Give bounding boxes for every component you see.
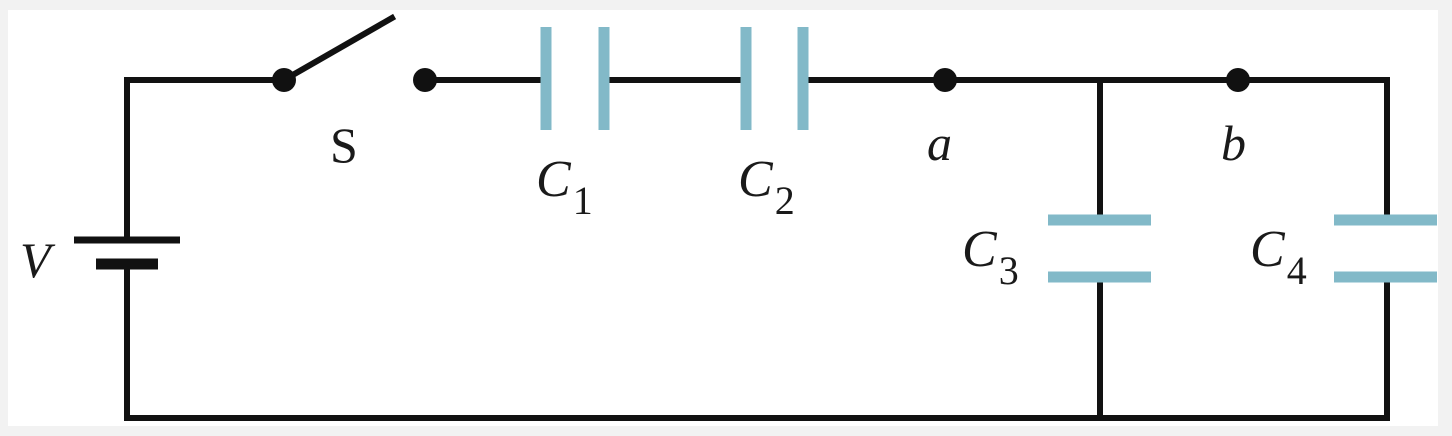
capacitor-label-c2: C2	[738, 151, 795, 223]
c3-symbol: C	[962, 221, 998, 278]
capacitor-label-c1: C1	[536, 151, 593, 223]
switch-contact-right	[413, 68, 437, 92]
capacitor-c4	[1334, 214, 1437, 283]
capacitor-label-c4: C4	[1250, 221, 1307, 293]
c4-symbol: C	[1250, 221, 1286, 278]
battery-symbol	[74, 236, 180, 270]
c1-subscript: 1	[573, 178, 593, 223]
battery-label: V	[20, 232, 56, 288]
node-b-label: b	[1221, 115, 1246, 171]
capacitor-c2	[740, 27, 809, 130]
c2-symbol: C	[738, 151, 774, 208]
capacitor-c1	[540, 27, 610, 130]
switch-label: S	[330, 117, 358, 173]
c1-symbol: C	[536, 151, 572, 208]
c4-subscript: 4	[1287, 248, 1307, 293]
node-b-dot	[1226, 68, 1250, 92]
c3-subscript: 3	[999, 248, 1019, 293]
switch-contact-left	[272, 68, 296, 92]
node-a-label: a	[927, 115, 952, 171]
capacitor-c3	[1048, 214, 1151, 283]
switch-blade	[279, 13, 397, 85]
node-a-dot	[933, 68, 957, 92]
wires	[124, 13, 1390, 421]
capacitor-label-c3: C3	[962, 221, 1019, 293]
c2-subscript: 2	[775, 178, 795, 223]
